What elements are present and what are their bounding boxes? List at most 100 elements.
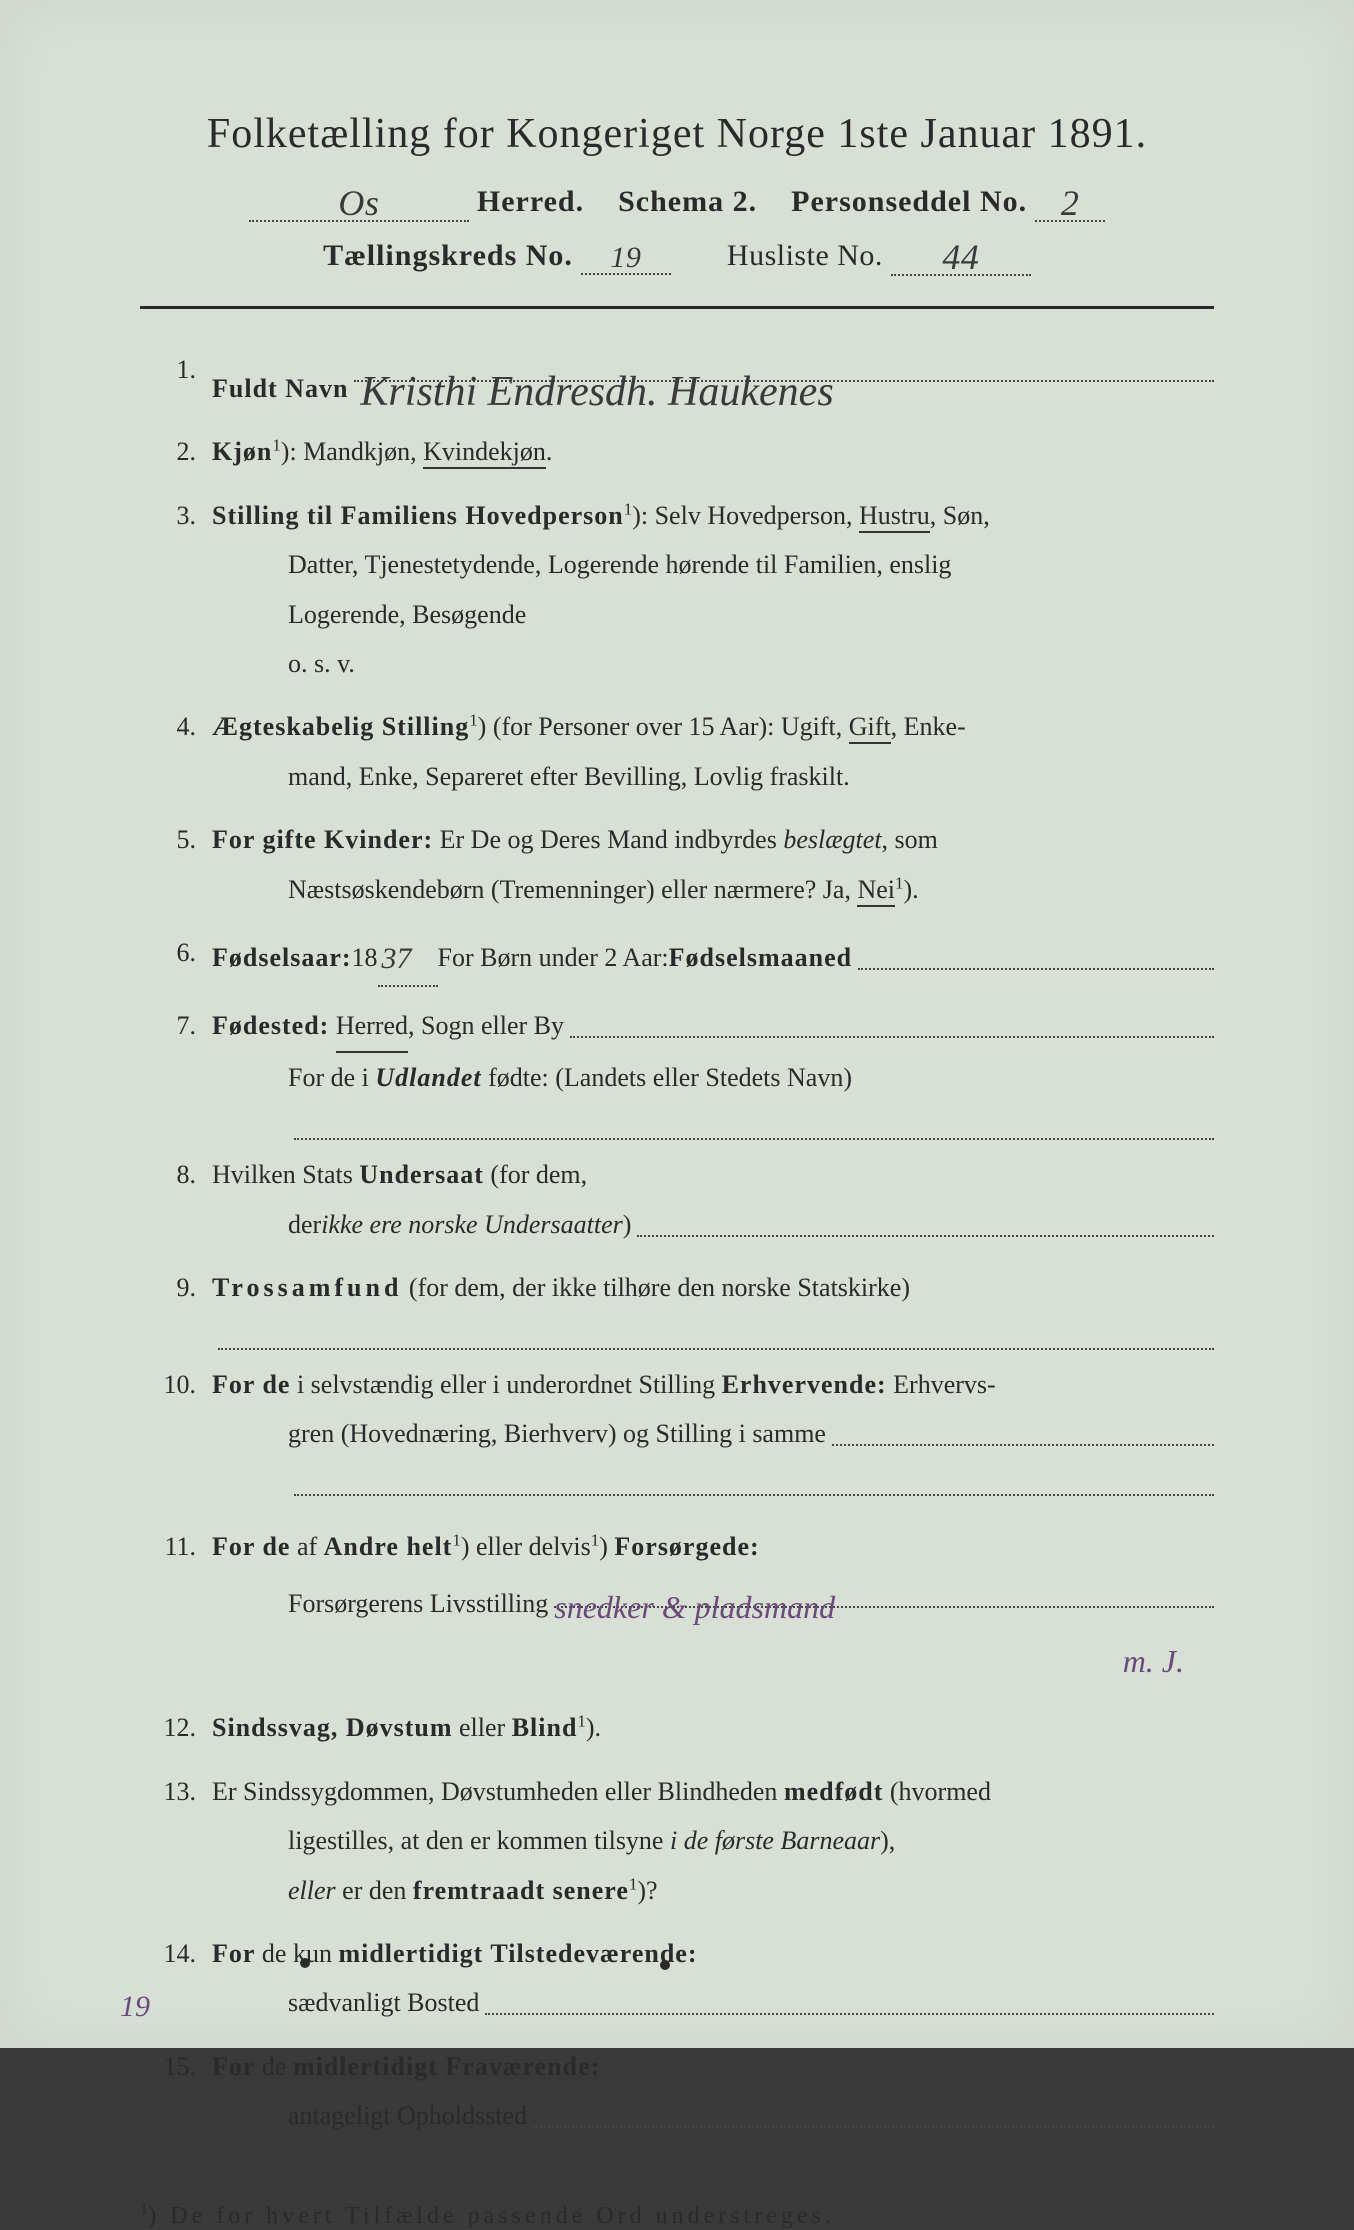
item-number: 9. bbox=[140, 1263, 212, 1346]
field-label: Sindssvag, Døvstum bbox=[212, 1713, 453, 1742]
item-number: 6. bbox=[140, 928, 212, 987]
item-number: 14. bbox=[140, 1929, 212, 2028]
item-number: 8. bbox=[140, 1150, 212, 1249]
continuation: For de i Udlandet fødte: (Landets eller … bbox=[212, 1053, 1214, 1102]
field-label: Ægteskabelig Stilling bbox=[212, 712, 469, 741]
tail: . bbox=[546, 437, 553, 466]
italic-text: eller bbox=[288, 1876, 336, 1905]
item-number: 7. bbox=[140, 1001, 212, 1136]
footnote-ref: 1 bbox=[469, 711, 477, 730]
item-1: 1. Fuldt Navn Kristhi Endresdh. Haukenes bbox=[140, 345, 1214, 413]
blank-line bbox=[212, 1312, 1214, 1345]
item-15: 15. For de midlertidigt Fraværende: anta… bbox=[140, 2042, 1214, 2141]
field-label: Forsørgede: bbox=[614, 1532, 759, 1561]
item-body: Er Sindssygdommen, Døvstumheden eller Bl… bbox=[212, 1767, 1214, 1915]
continuation: Logerende, Besøgende bbox=[212, 590, 1214, 639]
cont-text: Forsørgerens Livsstilling bbox=[288, 1579, 548, 1628]
item-body: Sindssvag, Døvstum eller Blind1). bbox=[212, 1703, 1214, 1752]
item-body: Fødested: Herred, Sogn eller By For de i… bbox=[212, 1001, 1214, 1136]
italic-text: beslægtet bbox=[783, 825, 881, 854]
value-line-2: m. J. bbox=[212, 1629, 1214, 1690]
rest-text: For Børn under 2 Aar: bbox=[438, 933, 669, 982]
birthplace-field bbox=[570, 1005, 1214, 1038]
rest-text: (hvormed bbox=[883, 1777, 991, 1806]
item-number: 1. bbox=[140, 345, 212, 413]
rest-pre: af bbox=[290, 1532, 323, 1561]
field-label: gifte Kvinder: bbox=[262, 825, 433, 854]
continuation: ligestilles, at den er kommen tilsyne i … bbox=[212, 1816, 1214, 1865]
pre-text: Hvilken Stats bbox=[212, 1160, 359, 1189]
footnote-ref: 1 bbox=[591, 1530, 599, 1549]
field-label: Kjøn bbox=[212, 437, 272, 466]
blank-line bbox=[212, 1103, 1214, 1136]
footnote: 1) De for hvert Tilfælde passende Ord un… bbox=[140, 2201, 1214, 2230]
year-field: 37 bbox=[378, 928, 438, 987]
continuation: antageligt Opholdssted bbox=[212, 2091, 1214, 2141]
item-number: 4. bbox=[140, 702, 212, 801]
field-label-2: Blind bbox=[512, 1713, 578, 1742]
cont-post: )? bbox=[637, 1876, 657, 1905]
field-label: Undersaat bbox=[359, 1160, 484, 1189]
continuation: der ikke ere norske Undersaatter) bbox=[212, 1199, 1214, 1249]
footnote-ref: 1 bbox=[624, 499, 632, 518]
item-6: 6. Fødselsaar: 1837 For Børn under 2 Aar… bbox=[140, 928, 1214, 987]
field-label: Erhvervende: bbox=[722, 1370, 887, 1399]
husliste-value: 44 bbox=[936, 237, 985, 277]
item-number: 15. bbox=[140, 2042, 212, 2141]
option-rest: , som bbox=[882, 825, 938, 854]
form-items: 1. Fuldt Navn Kristhi Endresdh. Haukenes… bbox=[140, 345, 1214, 2141]
item-number: 12. bbox=[140, 1703, 212, 1752]
footnote-marker: 1 bbox=[140, 2201, 148, 2218]
cont-post: ) bbox=[623, 1200, 632, 1249]
continuation: sædvanligt Bosted bbox=[212, 1978, 1214, 2028]
name-value: Kristhi Endresdh. Haukenes bbox=[354, 369, 839, 415]
selected-option: Hustru bbox=[859, 501, 930, 533]
cont-pre: der bbox=[288, 1200, 321, 1249]
rest-text: (for dem, der ikke tilhøre den norske St… bbox=[402, 1273, 910, 1302]
header-line-2: Tællingskreds No. 19 Husliste No. 44 bbox=[140, 232, 1214, 276]
rest-pre: i selvstændig eller i underordnet Stilli… bbox=[290, 1370, 721, 1399]
selected-option: Nei bbox=[857, 875, 895, 907]
post-text: ) bbox=[599, 1532, 614, 1561]
italic-text: ikke ere norske Undersaatter bbox=[321, 1200, 623, 1249]
rest-text: , Sogn eller By bbox=[408, 1001, 564, 1050]
field-label: Trossamfund bbox=[212, 1273, 402, 1302]
cont-post: ), bbox=[880, 1826, 895, 1855]
continuation: gren (Hovednæring, Bierhverv) og Stillin… bbox=[212, 1409, 1214, 1459]
item-body: Fuldt Navn Kristhi Endresdh. Haukenes bbox=[212, 345, 1214, 413]
option-text: (for Personer over 15 Aar): Ugift, bbox=[486, 712, 848, 741]
personseddel-label: Personseddel No. bbox=[791, 185, 1027, 218]
footnote-text: ) De for hvert Tilfælde passende Ord und… bbox=[148, 2203, 835, 2229]
item-body: Kjøn1): Mandkjøn, Kvindekjøn. bbox=[212, 427, 1214, 476]
item-body: For de af Andre helt1) eller delvis1) Fo… bbox=[212, 1522, 1214, 1690]
item-3: 3. Stilling til Familiens Hovedperson1):… bbox=[140, 491, 1214, 689]
option-text: Selv Hovedperson, bbox=[648, 501, 859, 530]
label-pre: For de bbox=[212, 1370, 290, 1399]
option-text: Mandkjøn, bbox=[303, 437, 423, 466]
taellingskreds-field: 19 bbox=[581, 239, 671, 275]
personseddel-value: 2 bbox=[1055, 183, 1086, 223]
field-label: midlertidigt Tilstedeværende: bbox=[338, 1939, 697, 1968]
item-4: 4. Ægteskabelig Stilling1) (for Personer… bbox=[140, 702, 1214, 801]
continuation: Forsørgerens Livsstilling snedker & plad… bbox=[212, 1571, 1214, 1628]
cont-pre: For de i bbox=[288, 1063, 375, 1092]
item-14: 14. For de kun midlertidigt Tilstedevære… bbox=[140, 1929, 1214, 2028]
footnote-ref: 1 bbox=[272, 436, 280, 455]
field-label: Fødested: bbox=[212, 1001, 329, 1050]
item-5: 5. For gifte Kvinder: Er De og Deres Man… bbox=[140, 815, 1214, 914]
cont-text: Næstsøskendebørn (Tremenninger) eller næ… bbox=[288, 875, 857, 904]
field-label: medfødt bbox=[784, 1777, 883, 1806]
rest-pre: de kun bbox=[255, 1939, 338, 1968]
item-2: 2. Kjøn1): Mandkjøn, Kvindekjøn. bbox=[140, 427, 1214, 476]
label-pre: For bbox=[212, 2052, 255, 2081]
post-text: ). bbox=[586, 1713, 601, 1742]
husliste-field: 44 bbox=[891, 232, 1031, 276]
item-body: For gifte Kvinder: Er De og Deres Mand i… bbox=[212, 815, 1214, 914]
month-field bbox=[858, 937, 1214, 970]
continuation: Datter, Tjenestetydende, Logerende høren… bbox=[212, 540, 1214, 589]
item-body: Fødselsaar: 1837 For Børn under 2 Aar: F… bbox=[212, 928, 1214, 987]
footnote-ref: 1 bbox=[577, 1712, 585, 1731]
bottom-handwriting: 19 bbox=[120, 1990, 150, 2024]
rest-text: (for dem, bbox=[484, 1160, 587, 1189]
header-line-1: Os Herred. Schema 2. Personseddel No. 2 bbox=[140, 178, 1214, 222]
